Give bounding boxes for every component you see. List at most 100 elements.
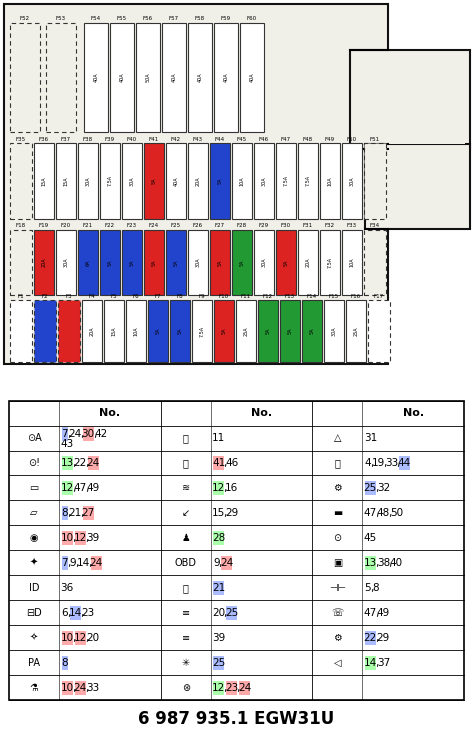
Text: 25: 25 <box>364 483 377 493</box>
Text: 48: 48 <box>377 508 390 518</box>
Text: 27: 27 <box>82 508 95 518</box>
Bar <box>188 23 212 132</box>
Text: ,: , <box>72 533 75 543</box>
Text: F20: F20 <box>61 223 71 228</box>
Text: 20A: 20A <box>306 258 310 267</box>
Text: ,: , <box>85 683 88 692</box>
Text: 12: 12 <box>212 683 225 692</box>
Bar <box>9 400 464 700</box>
Text: 24: 24 <box>238 683 251 692</box>
Text: 19: 19 <box>372 458 385 468</box>
Text: 40A: 40A <box>249 73 255 82</box>
Text: ,: , <box>375 483 379 493</box>
Text: F50: F50 <box>347 137 357 142</box>
Bar <box>62 456 73 470</box>
Text: ≡: ≡ <box>182 608 190 617</box>
Text: F40: F40 <box>127 137 137 142</box>
Bar <box>56 143 76 218</box>
Text: 40A: 40A <box>173 176 179 186</box>
Text: ,: , <box>85 632 88 643</box>
Text: F41: F41 <box>149 137 159 142</box>
Text: F5: F5 <box>111 293 117 299</box>
Bar <box>104 300 124 362</box>
Text: 24: 24 <box>90 558 103 568</box>
Bar <box>148 300 168 362</box>
Text: F37: F37 <box>61 137 71 142</box>
Text: F11: F11 <box>241 293 251 299</box>
Text: F22: F22 <box>105 223 115 228</box>
Text: 5A: 5A <box>283 259 289 266</box>
Text: 5A: 5A <box>288 328 292 334</box>
Text: F32: F32 <box>325 223 335 228</box>
Text: F16: F16 <box>351 293 361 299</box>
Bar <box>324 300 344 362</box>
Text: 👤: 👤 <box>183 583 189 593</box>
Bar <box>10 143 32 218</box>
Bar <box>34 230 54 295</box>
Bar <box>298 230 318 295</box>
Text: 49: 49 <box>377 608 390 617</box>
Text: 36: 36 <box>61 583 74 593</box>
Text: ,: , <box>72 683 75 692</box>
Text: ✳: ✳ <box>182 658 190 668</box>
Bar <box>365 144 470 229</box>
Bar <box>221 556 232 570</box>
Text: F35: F35 <box>16 137 26 142</box>
Text: ,: , <box>224 483 227 493</box>
Text: 16: 16 <box>225 483 238 493</box>
Text: 7.5A: 7.5A <box>306 175 310 186</box>
Text: 44: 44 <box>398 458 411 468</box>
Bar <box>166 230 186 295</box>
Text: 14: 14 <box>76 558 90 568</box>
Text: 22: 22 <box>73 458 87 468</box>
Text: ,: , <box>375 558 379 568</box>
Bar <box>213 581 224 594</box>
Text: 50A: 50A <box>146 73 151 82</box>
Text: 23: 23 <box>225 683 238 692</box>
Text: 47: 47 <box>364 508 377 518</box>
Text: F51: F51 <box>370 137 380 142</box>
Text: 30A: 30A <box>85 176 91 186</box>
Text: F42: F42 <box>171 137 181 142</box>
Text: F52: F52 <box>20 16 30 22</box>
Text: ,: , <box>72 483 75 493</box>
Bar <box>10 300 32 362</box>
Text: ,: , <box>224 683 227 692</box>
Bar <box>232 143 252 218</box>
Text: ,: , <box>80 608 83 617</box>
Text: F34: F34 <box>370 223 380 228</box>
Bar <box>365 556 376 570</box>
Bar <box>213 481 224 495</box>
Text: 23: 23 <box>82 608 95 617</box>
Text: F17: F17 <box>374 293 384 299</box>
Bar <box>126 300 146 362</box>
Text: 12: 12 <box>212 483 225 493</box>
Text: F58: F58 <box>195 16 205 22</box>
Text: 7: 7 <box>61 429 68 438</box>
Text: 5A: 5A <box>218 178 222 184</box>
Bar <box>188 143 208 218</box>
Text: 30A: 30A <box>349 176 355 186</box>
Text: ,: , <box>93 429 96 438</box>
Text: 46: 46 <box>225 458 238 468</box>
Text: 28: 28 <box>212 533 225 543</box>
Text: 7: 7 <box>61 558 68 568</box>
Text: 30: 30 <box>82 429 95 438</box>
Text: 49: 49 <box>86 483 100 493</box>
Text: 30A: 30A <box>262 176 266 186</box>
Text: F49: F49 <box>325 137 335 142</box>
Text: 6A: 6A <box>85 259 91 266</box>
Text: PA: PA <box>28 658 40 668</box>
Text: F36: F36 <box>39 137 49 142</box>
Text: 21: 21 <box>69 508 82 518</box>
Text: No.: No. <box>402 408 424 418</box>
Bar <box>74 631 86 645</box>
Bar <box>364 230 386 295</box>
Text: 5A: 5A <box>152 259 156 266</box>
Text: 4: 4 <box>365 458 371 468</box>
Text: F1: F1 <box>18 293 24 299</box>
Text: 12: 12 <box>73 632 87 643</box>
Text: ,: , <box>67 558 70 568</box>
Bar <box>350 50 470 149</box>
Text: ⚗: ⚗ <box>30 683 38 692</box>
